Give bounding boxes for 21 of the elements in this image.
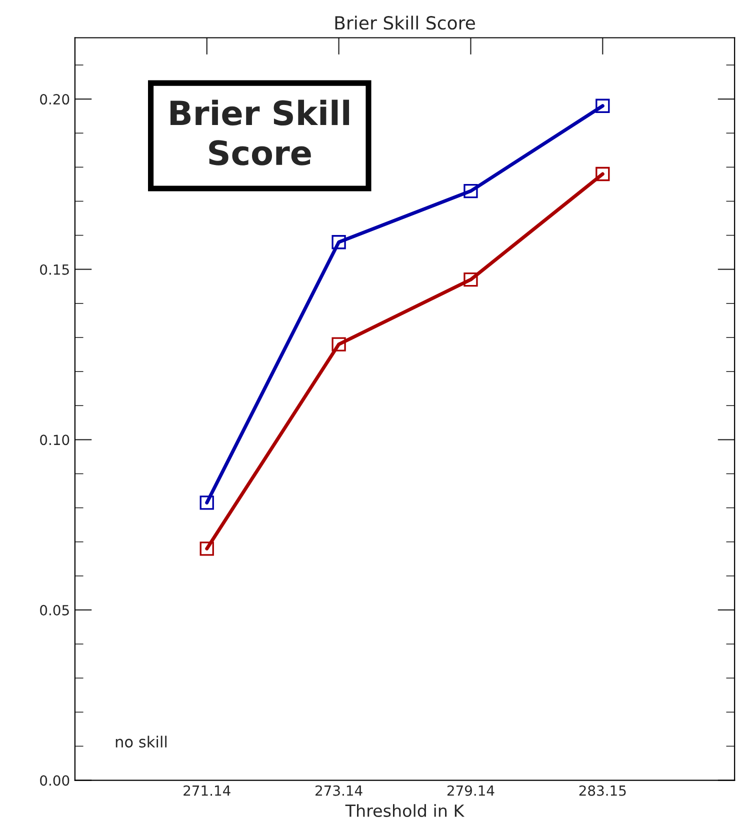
point	[332, 337, 346, 352]
x-tick-label: 273.14	[316, 785, 362, 796]
point	[200, 496, 214, 510]
point	[332, 235, 346, 250]
y-tick-label: 0.05	[40, 604, 69, 616]
point	[596, 166, 610, 182]
point	[200, 542, 214, 556]
point	[596, 98, 610, 113]
point	[464, 184, 478, 198]
x-tick-label: 283.15	[579, 785, 626, 796]
y-tick-label: 0.00	[40, 775, 70, 786]
point	[464, 272, 478, 287]
y-tick-label: 0.15	[40, 264, 69, 275]
annotation: no skill	[116, 736, 167, 748]
chart-title: Brier Skill Score	[335, 16, 475, 30]
x-axis-title: Threshold in K	[345, 804, 465, 818]
x-tick-label: 271.14	[184, 785, 230, 796]
annotation: Brier Skill Score	[170, 100, 350, 166]
y-tick-label: 0.10	[40, 434, 70, 446]
y-tick-label: 0.20	[40, 94, 70, 105]
x-tick-label: 279.14	[447, 785, 494, 796]
